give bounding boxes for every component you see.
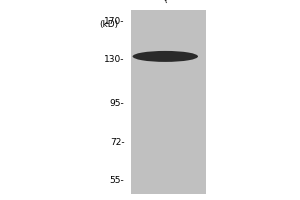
Text: 95-: 95- (110, 99, 124, 108)
Text: 55-: 55- (110, 176, 124, 185)
Text: (kD): (kD) (99, 20, 119, 29)
Text: 72-: 72- (110, 138, 124, 147)
Ellipse shape (133, 51, 198, 62)
Text: 130-: 130- (104, 55, 124, 64)
Text: A549: A549 (162, 0, 184, 4)
Text: 170-: 170- (104, 17, 124, 26)
Bar (130, 10, 206, 194)
